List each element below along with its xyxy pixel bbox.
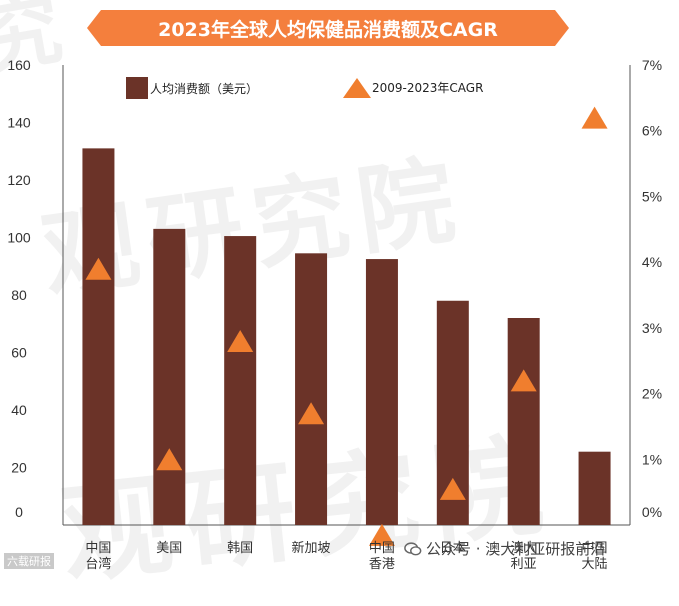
bar-3 <box>295 253 328 525</box>
cagr-marker-5 <box>439 477 466 500</box>
cagr-marker-7 <box>581 106 608 129</box>
category-label: 日本 <box>440 541 466 556</box>
left-tick-label: 60 <box>11 345 27 361</box>
bar-7 <box>578 451 611 525</box>
category-label: 香港 <box>369 557 395 572</box>
cagr-marker-6 <box>510 369 537 392</box>
right-tick-label: 5% <box>642 188 662 204</box>
category-label: 美国 <box>156 541 182 556</box>
right-tick-label: 7% <box>642 57 662 73</box>
category-label: 利亚 <box>511 557 537 572</box>
right-tick-label: 4% <box>642 254 662 270</box>
legend-bar-label: 人均消费额（美元） <box>150 82 258 96</box>
category-label: 中国 <box>582 541 608 556</box>
right-tick-label: 2% <box>642 386 662 402</box>
cagr-marker-1 <box>156 448 183 471</box>
left-tick-label: 20 <box>11 460 27 476</box>
chart-title-text: 2023年全球人均保健品消费额及CAGR <box>158 18 498 41</box>
right-tick-label: 3% <box>642 320 662 336</box>
right-tick-label: 1% <box>642 451 662 467</box>
bar-1 <box>153 228 186 525</box>
left-tick-label: 160 <box>7 57 31 73</box>
footer-source-text: 公众号 · 澳大利亚研报前沿 <box>426 540 606 558</box>
cagr-marker-0 <box>85 257 112 280</box>
category-label: 中国 <box>85 541 111 556</box>
right-axis: 0% 1% 2% 3% 4% 5% 6% 7% <box>629 57 662 525</box>
cagr-series <box>85 106 608 546</box>
cagr-marker-3 <box>298 402 325 425</box>
category-label: 台湾 <box>85 556 111 572</box>
footer-source-right: 公众号 · 澳大利亚研报前沿 <box>404 538 605 559</box>
left-tick-label: 100 <box>7 230 31 246</box>
chart-title: 2023年全球人均保健品消费额及CAGR <box>87 10 569 46</box>
bar-series <box>82 148 611 525</box>
left-tick-label: 80 <box>11 287 27 303</box>
left-tick-label: 0 <box>15 504 23 520</box>
category-label: 大陆 <box>582 556 608 572</box>
bar-6 <box>507 318 540 525</box>
footer-source-left: 六载研报 <box>4 553 54 569</box>
left-tick-label: 120 <box>7 172 31 188</box>
cagr-marker-2 <box>227 330 254 352</box>
category-label: 中国 <box>369 541 395 556</box>
right-tick-label: 6% <box>642 123 662 139</box>
category-label: 韩国 <box>227 541 253 556</box>
legend-bar-swatch <box>126 77 148 99</box>
legend: 人均消费额（美元） 2009-2023年CAGR <box>126 77 483 99</box>
bar-0 <box>82 148 115 525</box>
category-label: 新加坡 <box>292 540 331 556</box>
bar-2 <box>224 236 257 525</box>
legend-triangle-swatch <box>343 78 371 98</box>
chart-svg: 0 20 40 60 80 100 120 140 160 0% 1% 2% 3% 4% 5% 6% 7% 中… <box>7 57 662 572</box>
bar-4 <box>365 259 398 525</box>
left-tick-label: 140 <box>7 115 31 131</box>
legend-triangle-label: 2009-2023年CAGR <box>372 81 483 95</box>
right-tick-label: 0% <box>642 504 662 520</box>
left-tick-label: 40 <box>11 402 27 418</box>
category-label: 澳大 <box>511 540 537 556</box>
cagr-marker-4 <box>368 523 395 546</box>
wechat-icon <box>404 541 422 555</box>
